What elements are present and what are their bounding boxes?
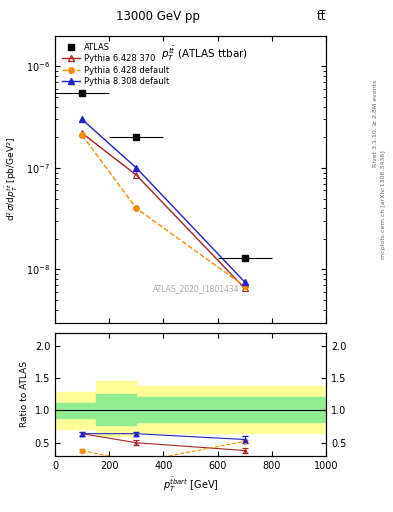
Y-axis label: Ratio to ATLAS: Ratio to ATLAS [20, 361, 29, 427]
Text: 13000 GeV pp: 13000 GeV pp [116, 10, 200, 23]
Text: $p_T^{t\bar{t}}$ (ATLAS ttbar): $p_T^{t\bar{t}}$ (ATLAS ttbar) [161, 45, 248, 63]
Text: ATLAS_2020_I1801434: ATLAS_2020_I1801434 [153, 284, 239, 293]
Text: mcplots.cern.ch [arXiv:1306.3436]: mcplots.cern.ch [arXiv:1306.3436] [381, 151, 386, 259]
Text: tt̅: tt̅ [317, 10, 326, 23]
X-axis label: $p^{\bar{t}bar{t}}_T$ [GeV]: $p^{\bar{t}bar{t}}_T$ [GeV] [163, 476, 219, 494]
Y-axis label: d$^2\sigma$/d$p_T^{t\bar{t}}$ [pb/GeV$^2$]: d$^2\sigma$/d$p_T^{t\bar{t}}$ [pb/GeV$^2… [4, 137, 20, 221]
Legend: ATLAS, Pythia 6.428 370, Pythia 6.428 default, Pythia 8.308 default: ATLAS, Pythia 6.428 370, Pythia 6.428 de… [59, 40, 172, 89]
Text: Rivet 3.1.10, ≥ 2.8M events: Rivet 3.1.10, ≥ 2.8M events [373, 79, 378, 166]
